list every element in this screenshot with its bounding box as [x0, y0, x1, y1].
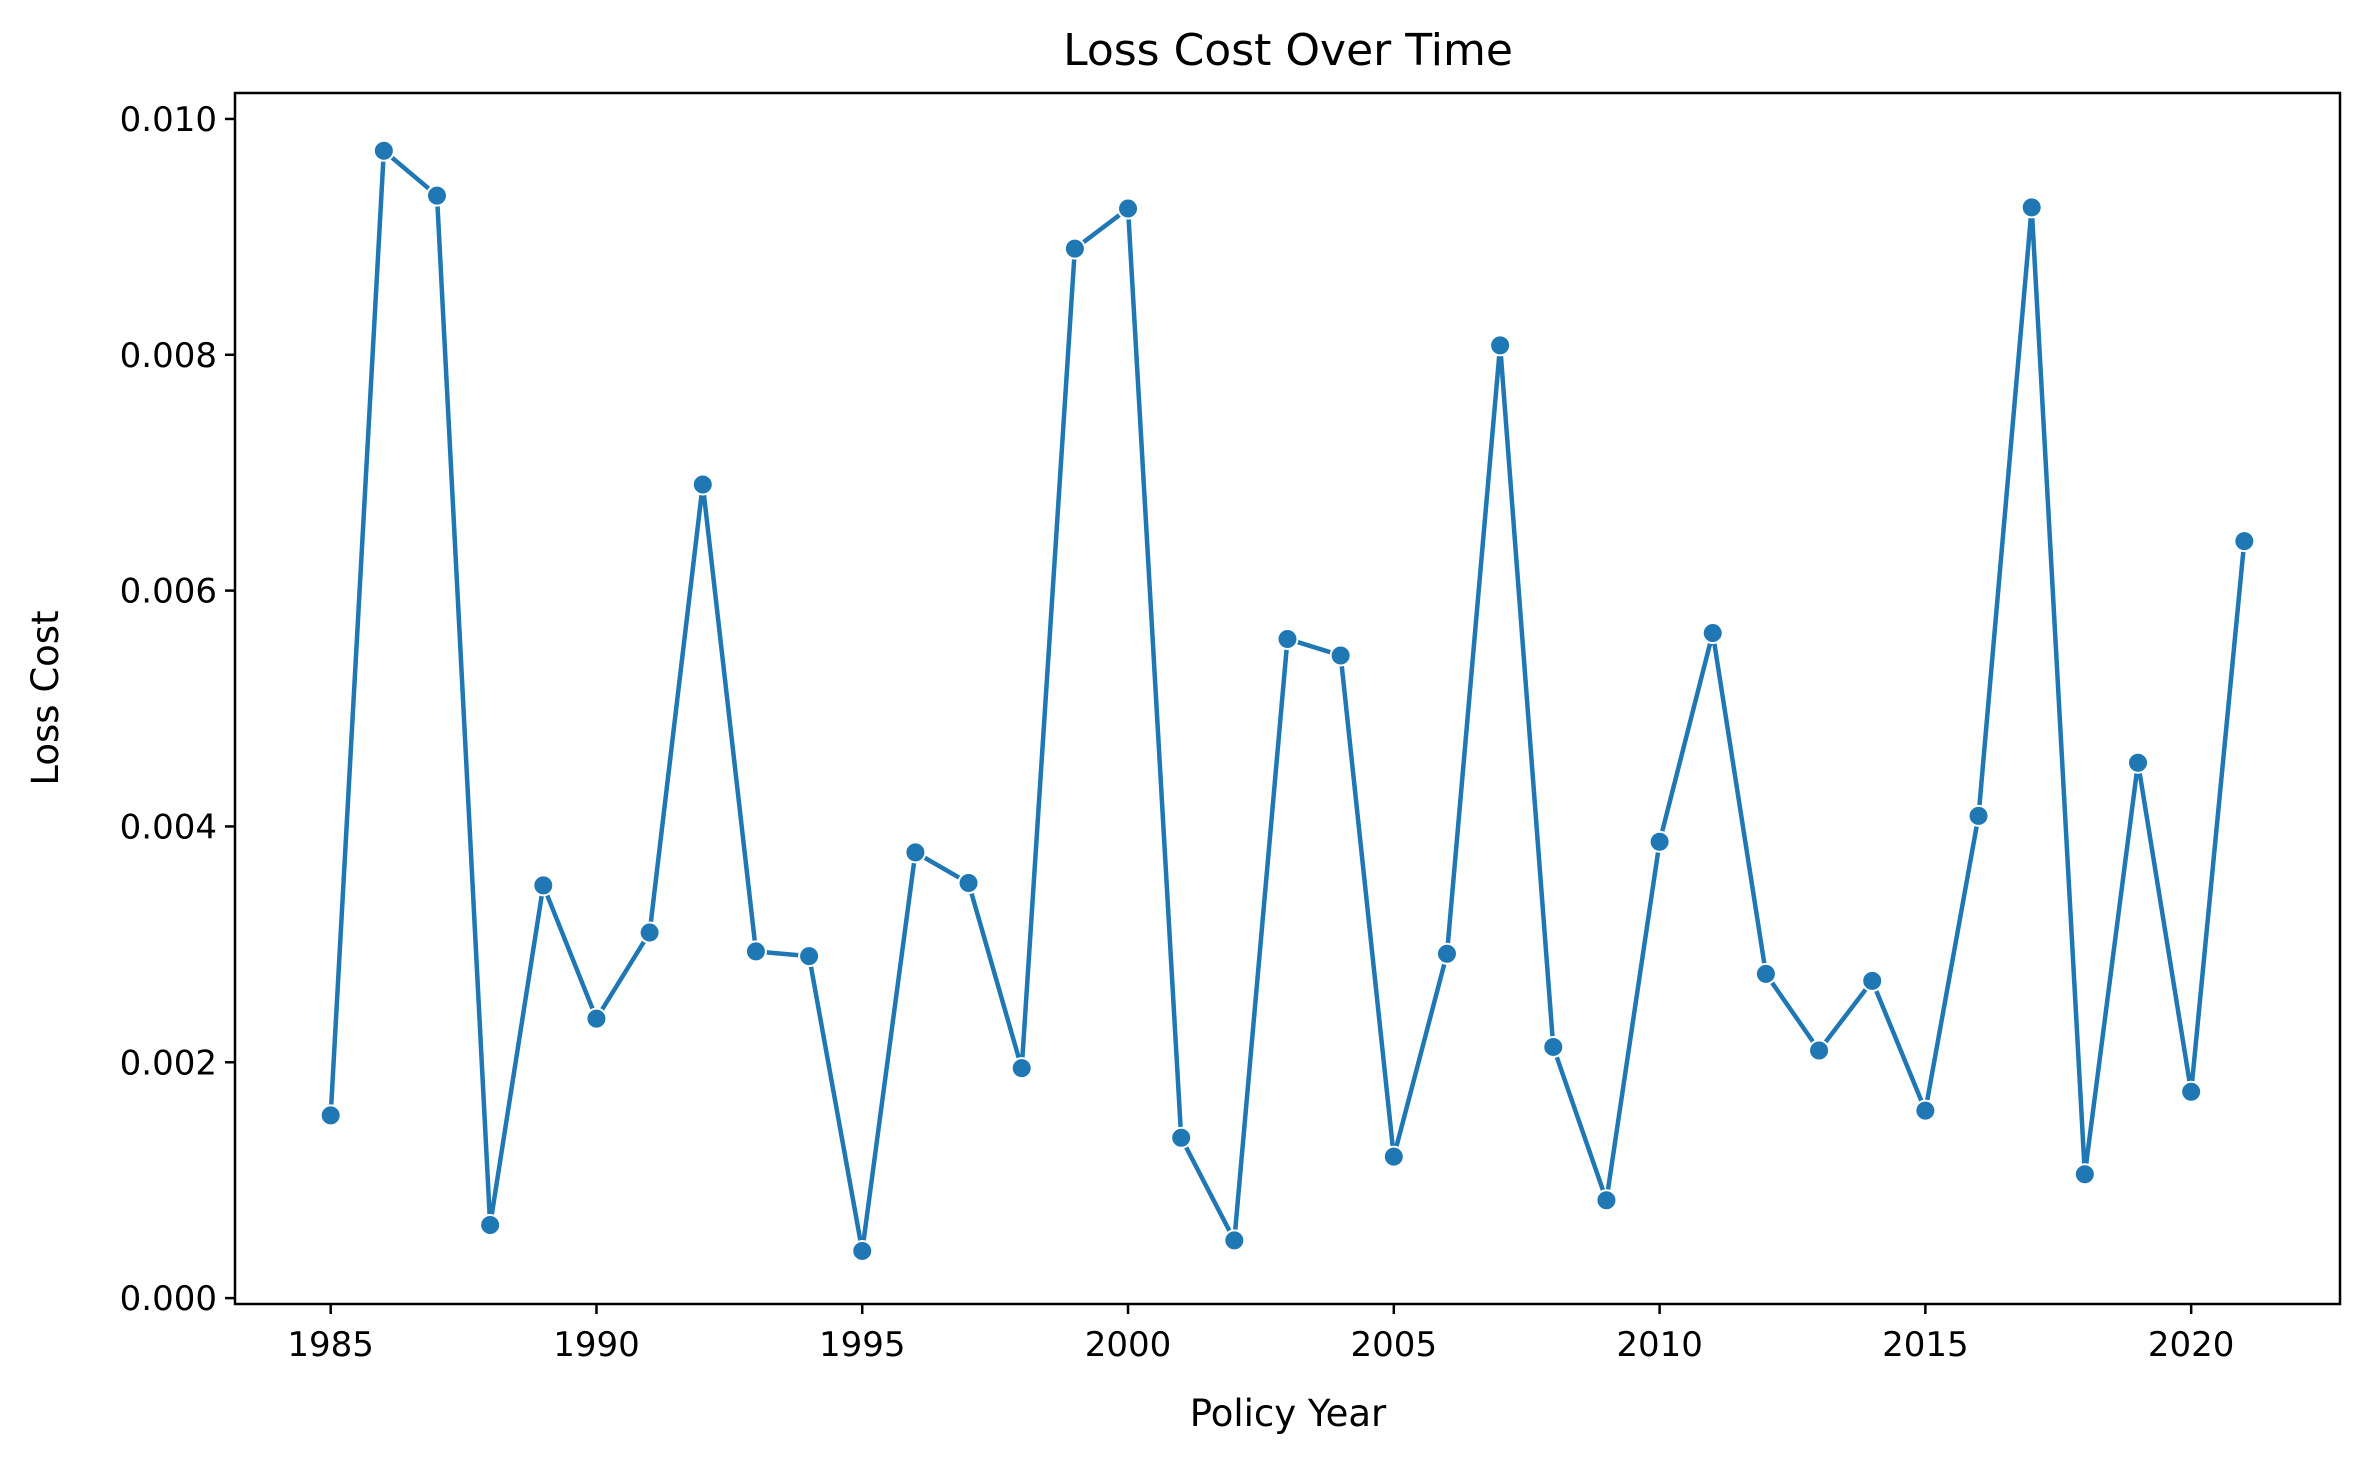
- y-tick-label: 0.006: [120, 572, 217, 612]
- x-axis-label: Policy Year: [1190, 1392, 1387, 1435]
- data-point: [2233, 530, 2256, 553]
- data-point: [319, 1104, 342, 1127]
- x-tick-label: 2005: [1351, 1325, 1438, 1365]
- data-point: [1967, 804, 1990, 827]
- data-point: [2020, 196, 2043, 219]
- data-point: [2127, 751, 2150, 774]
- x-tick-label: 1995: [819, 1325, 906, 1365]
- x-axis: 1985 1990 1995 2000 2005 2010 2015 2020: [287, 1304, 2234, 1365]
- y-axis-label: Loss Cost: [24, 610, 67, 785]
- data-point: [1808, 1039, 1831, 1062]
- y-tick-label: 0.010: [120, 100, 217, 140]
- x-tick-label: 2000: [1085, 1325, 1172, 1365]
- data-point: [1329, 644, 1352, 667]
- y-tick-label: 0.004: [120, 807, 217, 847]
- y-tick-label: 0.008: [120, 336, 217, 376]
- data-point: [638, 921, 661, 944]
- y-tick-label: 0.000: [120, 1279, 217, 1319]
- y-tick-label: 0.002: [120, 1043, 217, 1083]
- data-point: [1435, 942, 1458, 965]
- plot-area-frame: [233, 91, 2342, 1306]
- x-tick-label: 2010: [1616, 1325, 1703, 1365]
- data-point: [798, 945, 821, 968]
- data-point: [957, 872, 980, 895]
- data-point: [744, 940, 767, 963]
- data-point: [904, 841, 927, 864]
- data-point: [1276, 627, 1299, 650]
- data-point: [372, 139, 395, 162]
- data-point: [2073, 1163, 2096, 1186]
- data-point: [425, 184, 448, 207]
- x-tick-label: 2020: [2148, 1325, 2235, 1365]
- data-point: [532, 874, 555, 897]
- data-points: [319, 139, 2256, 1262]
- data-point: [1701, 622, 1724, 645]
- data-point: [1010, 1057, 1033, 1080]
- data-point: [1170, 1126, 1193, 1149]
- data-point: [1648, 830, 1671, 853]
- data-point: [851, 1239, 874, 1262]
- data-point: [1489, 334, 1512, 357]
- data-point: [479, 1214, 502, 1236]
- data-point: [585, 1007, 608, 1030]
- data-point: [1117, 197, 1140, 220]
- data-point: [1063, 237, 1086, 260]
- x-tick-label: 1990: [553, 1325, 640, 1365]
- data-point: [1914, 1099, 1937, 1122]
- data-point: [2180, 1080, 2203, 1103]
- data-point: [1382, 1145, 1405, 1168]
- data-point: [1223, 1229, 1246, 1252]
- data-point: [1542, 1035, 1565, 1058]
- x-tick-label: 2015: [1882, 1325, 1969, 1365]
- chart-title: Loss Cost Over Time: [1063, 25, 1513, 76]
- data-point: [1595, 1189, 1618, 1212]
- data-point: [691, 473, 714, 496]
- x-tick-label: 1985: [287, 1325, 374, 1365]
- data-point: [1861, 969, 1884, 992]
- y-axis: 0.000 0.002 0.004 0.006 0.008 0.010: [120, 100, 235, 1319]
- data-point: [1754, 962, 1777, 985]
